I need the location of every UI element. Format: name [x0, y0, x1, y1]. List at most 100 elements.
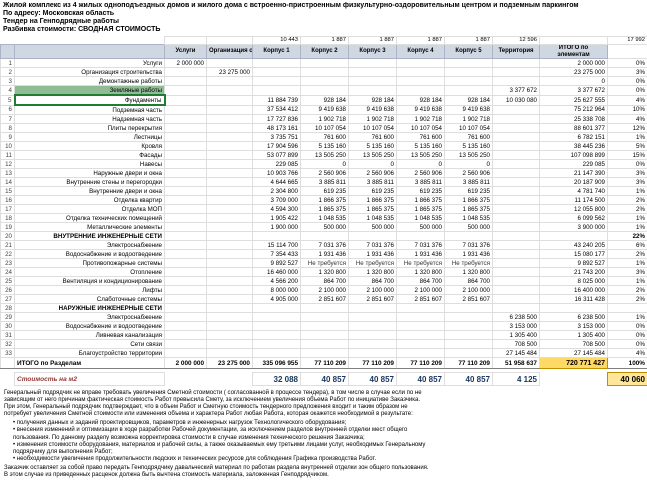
row-number-cell[interactable]: 8: [0, 123, 15, 133]
value-cell[interactable]: 7 031 376: [348, 240, 397, 250]
value-cell[interactable]: [444, 303, 493, 313]
value-cell[interactable]: 619 235: [348, 186, 397, 196]
value-cell[interactable]: [444, 339, 493, 349]
value-cell[interactable]: [206, 168, 253, 178]
area-korpus-2[interactable]: 1 887: [300, 36, 349, 45]
value-cell[interactable]: [206, 348, 253, 358]
value-cell[interactable]: 3 885 811: [444, 177, 493, 187]
value-cell[interactable]: [164, 132, 207, 142]
value-cell[interactable]: [206, 222, 253, 232]
value-cell[interactable]: 53 077 899: [252, 150, 301, 160]
row-number-cell[interactable]: 17: [0, 204, 15, 214]
value-cell[interactable]: [492, 222, 540, 232]
value-cell[interactable]: Не требуется: [396, 258, 445, 268]
value-cell[interactable]: [396, 312, 445, 322]
value-cell[interactable]: [348, 348, 397, 358]
per-m2-total[interactable]: 40 060: [607, 372, 647, 386]
value-cell[interactable]: 5 135 160: [348, 141, 397, 151]
row-percent-cell[interactable]: 1%: [607, 222, 647, 232]
value-cell[interactable]: [444, 330, 493, 340]
value-cell[interactable]: 619 235: [396, 186, 445, 196]
row-total-cell[interactable]: 4 781 740: [539, 186, 608, 196]
row-total-cell[interactable]: 23 275 000: [539, 67, 608, 77]
per-m2-korpus-4[interactable]: 40 857: [396, 372, 445, 386]
value-cell[interactable]: 48 173 161: [252, 123, 301, 133]
row-number-cell[interactable]: 10: [0, 141, 15, 151]
value-cell[interactable]: [300, 67, 349, 77]
value-cell[interactable]: [348, 58, 397, 68]
value-cell[interactable]: 1 866 375: [348, 195, 397, 205]
row-total-cell[interactable]: 0: [539, 76, 608, 86]
value-cell[interactable]: [492, 294, 540, 304]
totals-korpus-4[interactable]: 77 110 209: [396, 357, 445, 369]
row-number-cell[interactable]: 4: [0, 85, 15, 96]
row-name-cell[interactable]: Лифты: [14, 285, 165, 295]
value-cell[interactable]: 13 505 250: [396, 150, 445, 160]
col-korpus-4[interactable]: Корпус 4: [396, 44, 445, 59]
per-m2-korpus-1[interactable]: 32 088: [252, 372, 301, 386]
totals-korpus-5[interactable]: 77 110 209: [444, 357, 493, 369]
row-total-cell[interactable]: 15 080 177: [539, 249, 608, 259]
row-number-cell[interactable]: 18: [0, 213, 15, 223]
value-cell[interactable]: [348, 76, 397, 86]
row-number-cell[interactable]: 22: [0, 249, 15, 259]
value-cell[interactable]: [164, 267, 207, 277]
value-cell[interactable]: [492, 76, 540, 86]
row-total-cell[interactable]: 9 892 527: [539, 258, 608, 268]
value-cell[interactable]: [492, 195, 540, 205]
value-cell[interactable]: [444, 85, 493, 96]
value-cell[interactable]: 1 931 436: [396, 249, 445, 259]
value-cell[interactable]: [164, 204, 207, 214]
value-cell[interactable]: 37 534 412: [252, 104, 301, 115]
value-cell[interactable]: Не требуется: [348, 258, 397, 268]
row-number-cell[interactable]: 29: [0, 312, 15, 322]
value-cell[interactable]: [164, 303, 207, 313]
value-cell[interactable]: [396, 67, 445, 77]
row-name-cell[interactable]: Плиты перекрытия: [14, 123, 165, 133]
value-cell[interactable]: [492, 249, 540, 259]
value-cell[interactable]: [348, 312, 397, 322]
value-cell[interactable]: [300, 58, 349, 68]
row-number-cell[interactable]: 7: [0, 114, 15, 124]
value-cell[interactable]: [206, 123, 253, 133]
value-cell[interactable]: 1 320 800: [396, 267, 445, 277]
row-total-cell[interactable]: 2 000 000: [539, 58, 608, 68]
per-m2-korpus-2[interactable]: 40 857: [300, 372, 349, 386]
row-number-cell[interactable]: 30: [0, 321, 15, 331]
row-number-cell[interactable]: 20: [0, 231, 15, 241]
value-cell[interactable]: [396, 330, 445, 340]
row-total-cell[interactable]: 25 338 708: [539, 114, 608, 124]
value-cell[interactable]: [492, 159, 540, 169]
value-cell[interactable]: 1 866 375: [300, 195, 349, 205]
value-cell[interactable]: [252, 58, 301, 68]
value-cell[interactable]: 2 100 000: [444, 285, 493, 295]
value-cell[interactable]: 2 304 800: [252, 186, 301, 196]
value-cell[interactable]: 1 931 436: [444, 249, 493, 259]
value-cell[interactable]: Не требуется: [300, 258, 349, 268]
value-cell[interactable]: 9 419 638: [396, 104, 445, 115]
value-cell[interactable]: 761 600: [300, 132, 349, 142]
row-total-cell[interactable]: 16 311 428: [539, 294, 608, 304]
value-cell[interactable]: 3 885 811: [348, 177, 397, 187]
row-percent-cell[interactable]: 1%: [607, 132, 647, 142]
value-cell[interactable]: 23 275 000: [206, 67, 253, 77]
value-cell[interactable]: 2 851 607: [444, 294, 493, 304]
value-cell[interactable]: 2 560 906: [300, 168, 349, 178]
row-total-cell[interactable]: 3 153 000: [539, 321, 608, 331]
value-cell[interactable]: [206, 186, 253, 196]
value-cell[interactable]: Не требуется: [444, 258, 493, 268]
value-cell[interactable]: 3 885 811: [300, 177, 349, 187]
value-cell[interactable]: [164, 76, 207, 86]
row-name-cell[interactable]: Надземная часть: [14, 114, 165, 124]
row-number-cell[interactable]: 3: [0, 76, 15, 86]
row-number-cell[interactable]: 32: [0, 339, 15, 349]
value-cell[interactable]: [444, 321, 493, 331]
value-cell[interactable]: [164, 348, 207, 358]
value-cell[interactable]: [492, 285, 540, 295]
row-number-cell[interactable]: 33: [0, 348, 15, 358]
value-cell[interactable]: 10 107 054: [444, 123, 493, 133]
row-percent-cell[interactable]: 1%: [607, 312, 647, 322]
row-name-cell[interactable]: Электроснабжение: [14, 240, 165, 250]
value-cell[interactable]: [348, 303, 397, 313]
value-cell[interactable]: [300, 330, 349, 340]
